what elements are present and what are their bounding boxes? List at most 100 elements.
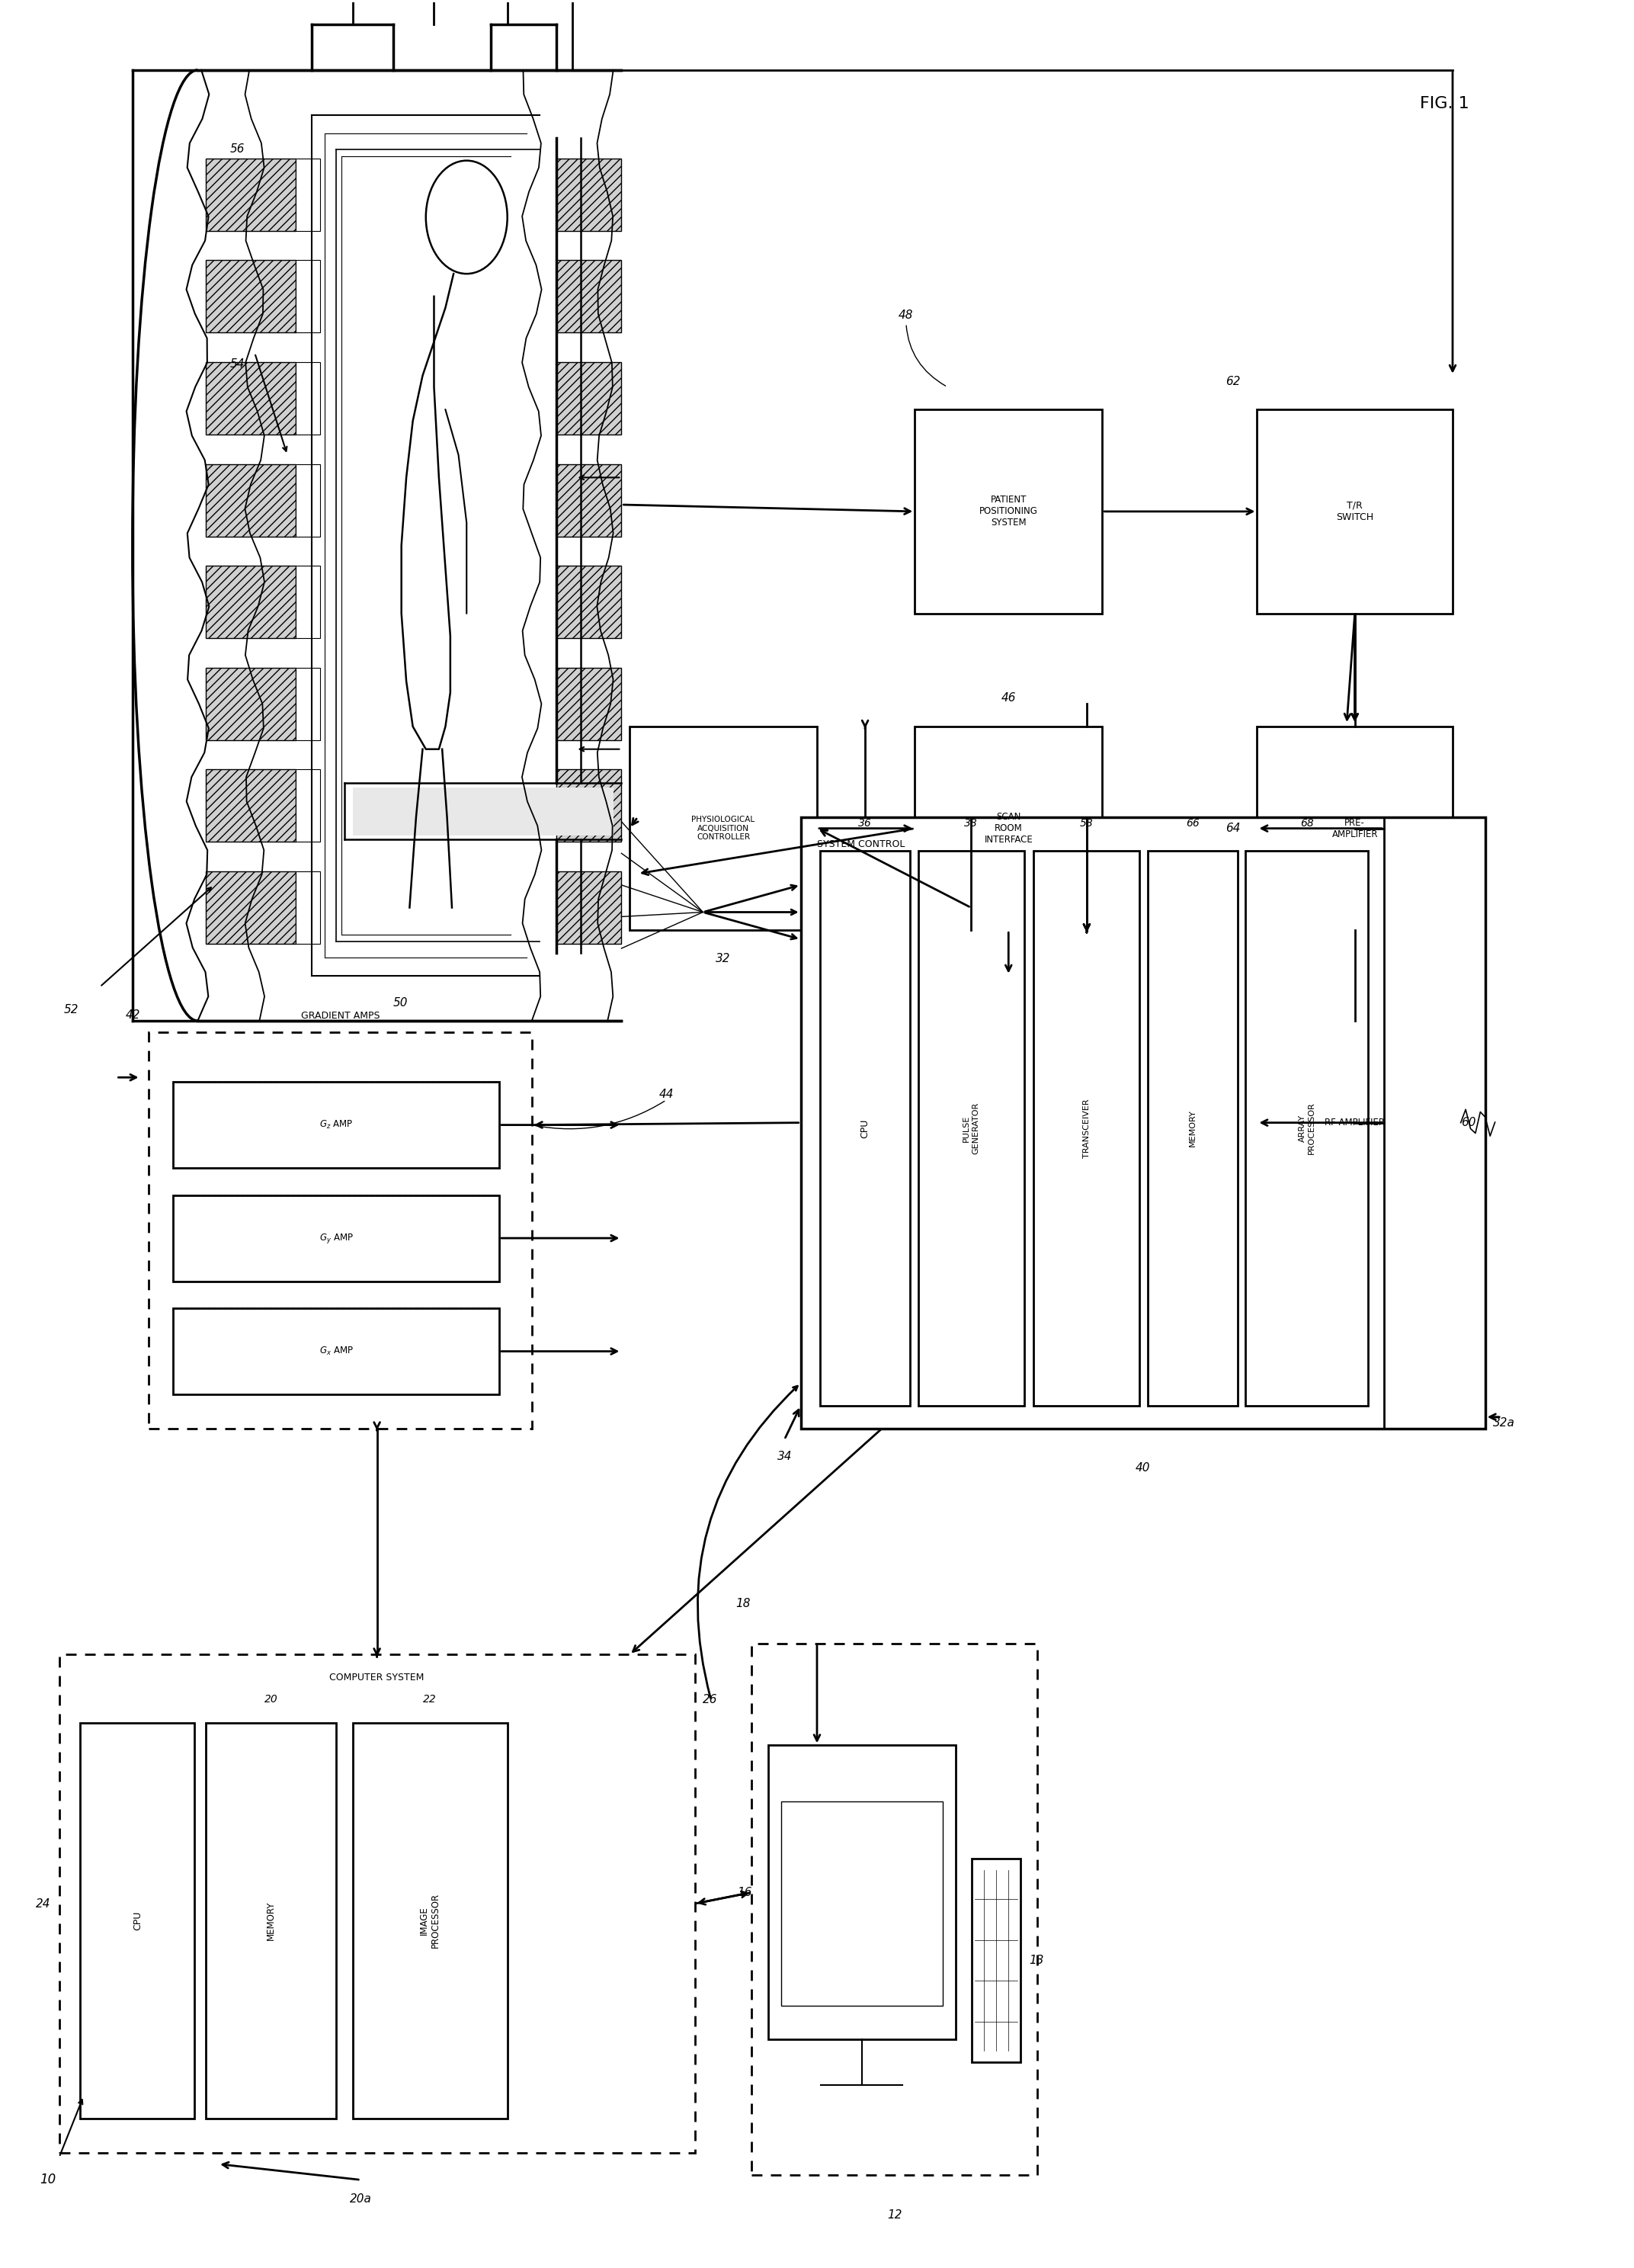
Text: RF AMPLIFIER: RF AMPLIFIER	[1325, 1118, 1386, 1127]
Text: 48: 48	[899, 311, 946, 386]
Bar	[206, 465, 296, 535]
Text: 46: 46	[1002, 692, 1016, 703]
Bar	[206, 565, 296, 637]
Bar	[752, 1644, 1038, 2175]
Text: COMPUTER SYSTEM: COMPUTER SYSTEM	[330, 1674, 425, 1683]
Bar	[173, 1309, 500, 1395]
Bar	[206, 769, 296, 841]
Text: 32a: 32a	[1493, 1418, 1515, 1429]
Bar	[1245, 850, 1368, 1406]
Text: 58: 58	[1080, 819, 1093, 828]
Text: 24: 24	[36, 1898, 51, 1910]
Text: ---: ---	[507, 1234, 518, 1243]
Bar	[296, 465, 320, 535]
Bar	[173, 1082, 500, 1168]
Text: 18: 18	[735, 1599, 750, 1610]
Bar	[556, 465, 621, 535]
Bar	[206, 871, 296, 943]
Text: MEMORY: MEMORY	[1190, 1109, 1196, 1148]
Bar	[296, 667, 320, 739]
Bar	[915, 411, 1103, 612]
Bar	[206, 363, 296, 435]
Bar	[915, 726, 1103, 930]
Text: 20: 20	[265, 1694, 278, 1706]
Bar	[556, 667, 621, 739]
Text: MEMORY: MEMORY	[266, 1901, 276, 1939]
Text: $G_y$ AMP: $G_y$ AMP	[319, 1232, 353, 1245]
Text: 54: 54	[230, 358, 245, 370]
Bar	[1257, 1021, 1453, 1225]
Bar	[296, 261, 320, 333]
Bar	[296, 565, 320, 637]
Text: 42: 42	[126, 1009, 141, 1021]
Text: 32: 32	[716, 953, 730, 964]
Bar	[80, 1724, 194, 2118]
Bar	[206, 159, 296, 231]
Text: GRADIENT AMPS: GRADIENT AMPS	[301, 1012, 379, 1021]
Bar	[296, 159, 320, 231]
Bar	[781, 1801, 943, 2005]
Text: CPU: CPU	[859, 1118, 869, 1139]
Text: 22: 22	[423, 1694, 436, 1706]
Text: 40: 40	[1136, 1463, 1150, 1474]
Text: FIG. 1: FIG. 1	[1420, 95, 1469, 111]
Text: PHYSIOLOGICAL
ACQUISITION
CONTROLLER: PHYSIOLOGICAL ACQUISITION CONTROLLER	[691, 816, 755, 841]
Bar	[1257, 726, 1453, 930]
Bar	[801, 816, 1485, 1429]
Text: 64: 64	[1226, 823, 1240, 835]
Text: 50: 50	[394, 998, 408, 1009]
Text: 68: 68	[1301, 819, 1314, 828]
Text: PRE-
AMPLIFIER: PRE- AMPLIFIER	[1332, 819, 1377, 839]
Text: 44: 44	[659, 1089, 673, 1100]
Text: 10: 10	[39, 2173, 56, 2186]
Bar	[206, 667, 296, 739]
Bar	[149, 1032, 531, 1429]
Bar	[296, 769, 320, 841]
Text: 36: 36	[858, 819, 873, 828]
Bar	[173, 1195, 500, 1281]
Text: TRANSCEIVER: TRANSCEIVER	[1083, 1098, 1090, 1159]
Text: 66: 66	[1186, 819, 1199, 828]
Bar	[1147, 850, 1237, 1406]
Bar	[59, 1656, 694, 2152]
Text: 34: 34	[778, 1452, 792, 1463]
Text: 60: 60	[1461, 1116, 1476, 1129]
Bar	[1257, 411, 1453, 612]
Text: 62: 62	[1226, 376, 1240, 388]
Text: 13: 13	[1029, 1955, 1044, 1966]
Text: CPU: CPU	[132, 1912, 142, 1930]
Bar	[768, 1744, 956, 2039]
Text: ARRAY
PROCESSOR: ARRAY PROCESSOR	[1299, 1102, 1315, 1154]
Bar	[556, 261, 621, 333]
Bar	[972, 1857, 1021, 2062]
Text: 20a: 20a	[350, 2193, 371, 2204]
Text: 56: 56	[230, 143, 245, 154]
Bar	[206, 1724, 337, 2118]
Bar	[556, 565, 621, 637]
Bar	[296, 363, 320, 435]
Text: 26: 26	[703, 1694, 717, 1706]
Text: 12: 12	[887, 2209, 902, 2220]
Bar	[556, 871, 621, 943]
Bar	[556, 159, 621, 231]
Text: ---: ---	[507, 1120, 518, 1129]
Bar	[296, 871, 320, 943]
Bar	[918, 850, 1025, 1406]
Bar	[556, 363, 621, 435]
Text: $G_z$ AMP: $G_z$ AMP	[319, 1118, 353, 1132]
Text: IMAGE
PROCESSOR: IMAGE PROCESSOR	[420, 1894, 441, 1948]
Text: 16: 16	[737, 1887, 752, 1898]
Bar	[353, 1724, 507, 2118]
Text: SYSTEM CONTROL: SYSTEM CONTROL	[817, 839, 905, 850]
Text: 38: 38	[964, 819, 977, 828]
Text: $G_x$ AMP: $G_x$ AMP	[319, 1345, 353, 1356]
Text: T/R
SWITCH: T/R SWITCH	[1337, 501, 1374, 522]
Text: ---: ---	[507, 1347, 518, 1356]
Text: 52: 52	[64, 1005, 78, 1016]
Bar	[629, 726, 817, 930]
Text: SCAN
ROOM
INTERFACE: SCAN ROOM INTERFACE	[984, 812, 1033, 844]
Bar	[353, 787, 613, 835]
Bar	[206, 261, 296, 333]
Bar	[820, 850, 910, 1406]
Text: PATIENT
POSITIONING
SYSTEM: PATIENT POSITIONING SYSTEM	[979, 494, 1038, 528]
